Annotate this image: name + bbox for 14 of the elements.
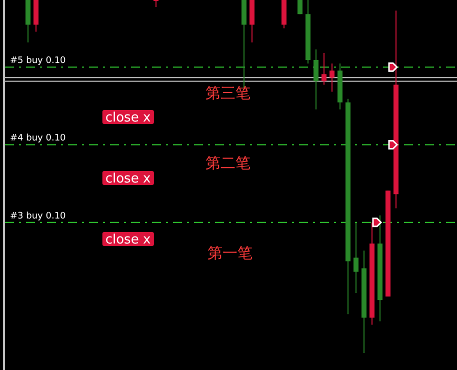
annotation: close x [105,172,151,186]
annotation: 第一笔 [208,244,252,262]
candlestick [354,222,358,294]
candlestick [330,63,334,92]
candlestick [322,52,326,86]
ref-line-label: #5 buy 0.10 [10,56,66,66]
annotation: 第三笔 [206,84,250,102]
candlestick [314,48,318,110]
ref-line-label: #3 buy 0.10 [10,211,66,222]
annotation: close x [105,110,151,126]
candlestick [154,0,158,8]
ref-line-label: #4 buy 0.10 [10,134,66,144]
annotation: close x [105,232,151,248]
annotation: 第二笔 [206,154,250,172]
